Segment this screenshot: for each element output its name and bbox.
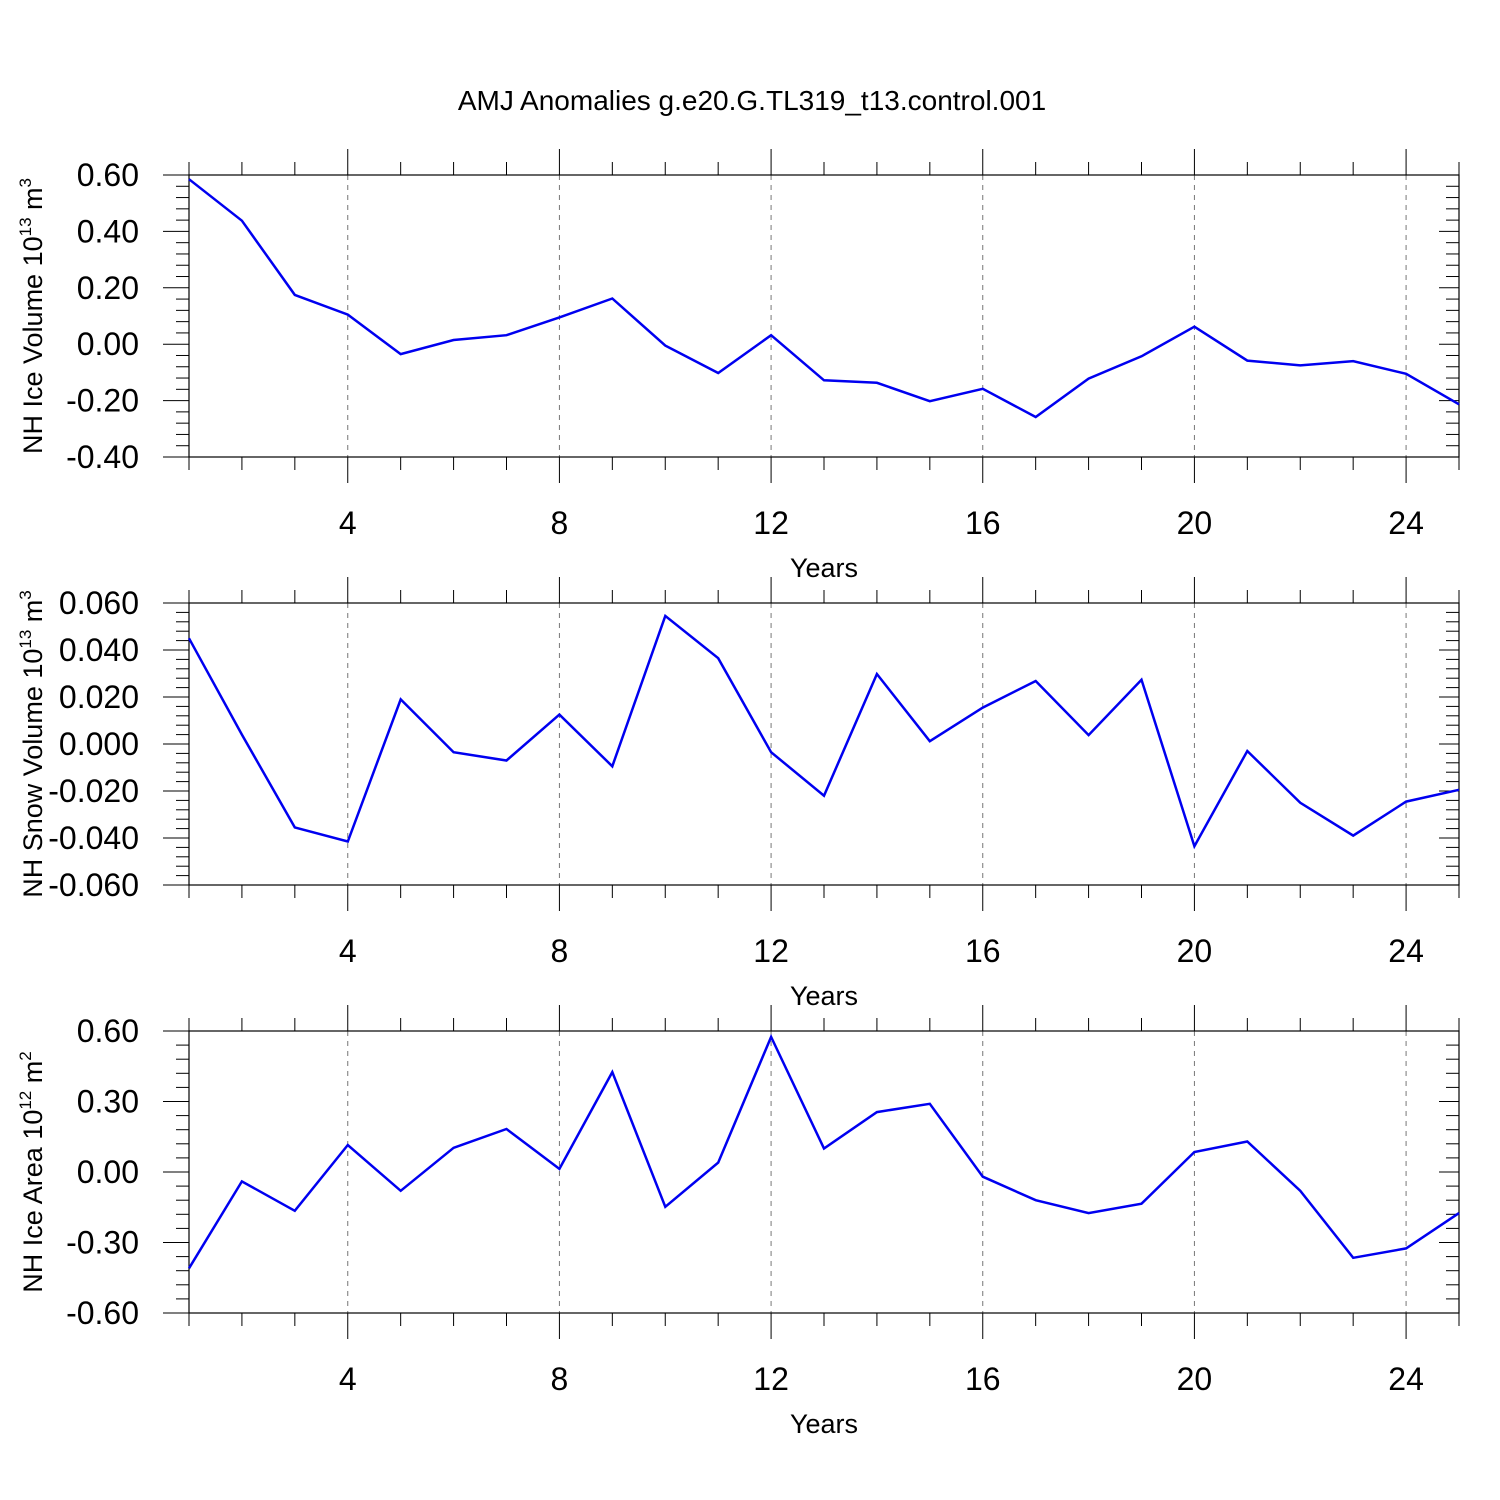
y-tick-label: 0.20 [77,270,139,306]
x-tick-label: 8 [551,1361,569,1397]
y-tick-label: -0.020 [48,773,139,809]
x-axis-title: Years [790,553,858,583]
series-line-ice-area [187,1033,1460,1269]
y-axis-title-superscript: 3 [16,590,35,599]
y-axis-title-part: m [18,600,48,630]
x-axis-title: Years [790,981,858,1011]
x-tick-label: 12 [753,505,789,541]
y-tick-label: -0.60 [66,1295,139,1331]
x-tick-label: 20 [1177,933,1213,969]
y-axis-title: NH Snow Volume 1013 m3 [16,590,48,898]
y-axis-title: NH Ice Area 1012 m2 [16,1051,48,1292]
y-axis-title-part: NH Ice Volume 10 [18,236,48,454]
chart-panels: -0.40-0.200.000.200.400.604 8 12 16 20 24Year… [16,149,1460,1439]
plot-frame [188,602,1460,886]
y-tick-label: -0.40 [66,439,139,475]
y-tick-label: 0.020 [59,679,139,715]
y-axis-title-superscript: 3 [16,178,35,187]
chart-title: AMJ Anomalies g.e20.G.TL319_t13.control.… [458,85,1046,116]
panel-ice-area: -0.60 -0.30 0.00 0.30 0.60 4 8 12 16 20 24 Years NH … [16,1005,1460,1439]
y-axis-title-superscript: 13 [16,630,35,649]
y-tick-label: -0.30 [66,1225,139,1261]
y-axis-title: NH Ice Volume 1013 m3 [16,178,48,454]
x-tick-label: 8 [551,505,569,541]
y-tick-label: 0.60 [77,1013,139,1049]
x-tick-label: 12 [753,933,789,969]
y-axis-title-superscript: 13 [16,217,35,236]
x-tick-label: 8 [551,933,569,969]
y-axis-title-part: NH Ice Area 10 [18,1110,48,1293]
x-tick-label: 4 [339,505,357,541]
y-tick-label: 0.000 [59,726,139,762]
y-tick-label: -0.20 [66,383,139,419]
x-tick-label: 24 [1388,505,1424,541]
x-tick-label: 20 [1177,505,1213,541]
x-tick-label: 16 [965,933,1001,969]
x-tick-label: 4 [339,1361,357,1397]
plot-frame [188,174,1460,458]
panel-ice-volume: -0.40 -0.20 0.00 0.20 0.40 0.60 4 8 12 16 20 24 Year… [16,149,1460,583]
y-axis-title-part: m [18,1061,48,1091]
x-tick-label: 16 [965,505,1001,541]
x-tick-label: 24 [1388,933,1424,969]
x-tick-label: 20 [1177,1361,1213,1397]
series-line-snow-volume [187,613,1460,850]
y-tick-label: -0.040 [48,820,139,856]
y-axis-title-part: m [18,187,48,217]
y-tick-label: 0.40 [77,213,139,249]
x-axis-title: Years [790,1409,858,1439]
y-axis-title-superscript: 12 [16,1091,35,1110]
panel-snow-volume: -0.060 -0.040 -0.020 0.000 0.020 0.040 0.060 4 8… [16,577,1460,1011]
y-axis-title-superscript: 2 [16,1051,35,1060]
y-tick-label: 0.00 [77,1154,139,1190]
x-tick-label: 4 [339,933,357,969]
y-tick-label: 0.040 [59,632,139,668]
series-line-ice-volume [188,178,1460,419]
y-axis-title-part: NH Snow Volume 10 [18,649,48,898]
x-tick-label: 16 [965,1361,1001,1397]
y-tick-label: -0.060 [48,867,139,903]
y-tick-label: 0.00 [77,326,139,362]
x-tick-label: 12 [753,1361,789,1397]
y-tick-label: 0.060 [59,585,139,621]
y-tick-label: 0.60 [77,157,139,193]
x-tick-label: 24 [1388,1361,1424,1397]
y-tick-label: 0.30 [77,1084,139,1120]
